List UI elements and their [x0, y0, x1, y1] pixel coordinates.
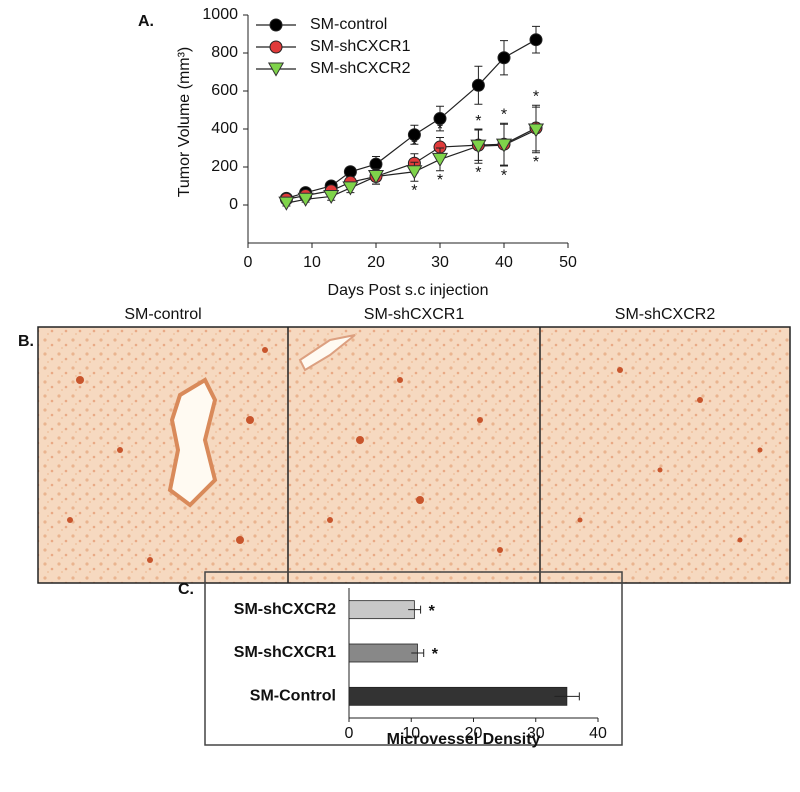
marker: [433, 112, 447, 126]
y-tick-label: SM-Control: [250, 688, 336, 705]
image-title: SM-control: [124, 306, 201, 323]
marker: [406, 165, 423, 180]
marker: [407, 128, 421, 142]
stain-spots: [67, 347, 763, 563]
legend-label: SM-shCXCR1: [310, 38, 411, 55]
series-line: [286, 39, 537, 199]
marker: [367, 170, 385, 185]
x-tick-label: 50: [559, 254, 577, 271]
marker: [471, 78, 485, 92]
y-tick-label: SM-shCXCR1: [234, 644, 336, 661]
marker: [342, 181, 359, 196]
x-tick-label: 30: [527, 725, 545, 742]
significance-mark: *: [475, 164, 481, 181]
y-tick-label: SM-shCXCR2: [234, 601, 336, 618]
significance-mark: *: [432, 646, 439, 663]
x-tick-label: 10: [402, 725, 420, 742]
x-axis-label: Days Post s.c injection: [328, 282, 489, 299]
image-title: SM-shCXCR1: [364, 306, 465, 323]
marker: [323, 189, 340, 205]
x-tick-label: 40: [589, 725, 607, 742]
x-tick-label: 0: [244, 254, 253, 271]
y-axis-label: Tumor Volume (mm³): [176, 47, 193, 198]
marker: [278, 196, 295, 211]
significance-mark: *: [411, 182, 417, 199]
significance-mark: *: [437, 172, 443, 189]
bar: [348, 600, 415, 620]
marker: [497, 51, 511, 65]
x-tick-label: 20: [367, 254, 385, 271]
y-tick-label: 800: [211, 44, 238, 61]
panel-label: A.: [138, 13, 154, 30]
error-bar: [554, 692, 580, 701]
legend-marker: [269, 18, 283, 32]
legend-marker: [267, 62, 285, 77]
vessel-lumen: [167, 377, 218, 508]
significance-mark: *: [533, 154, 539, 171]
x-tick-label: 40: [495, 254, 513, 271]
significance-mark: *: [533, 88, 539, 105]
legend-marker: [269, 40, 283, 54]
error-bar: [408, 605, 422, 614]
marker: [495, 138, 513, 153]
y-tick-label: 200: [211, 158, 238, 175]
marker: [297, 192, 314, 207]
significance-mark: *: [429, 603, 436, 620]
bar: [348, 643, 418, 663]
y-tick-label: 0: [229, 196, 238, 213]
x-axis-label: Microvessel Density: [387, 731, 541, 748]
significance-mark: *: [501, 107, 507, 124]
y-tick-label: 1000: [202, 6, 238, 23]
bar: [348, 686, 568, 706]
significance-mark: *: [411, 137, 417, 154]
image-title: SM-shCXCR2: [615, 306, 716, 323]
y-tick-label: 600: [211, 82, 238, 99]
legend-label: SM-shCXCR2: [310, 60, 411, 77]
images-panel: B. SM-control SM-shCXCR1 SM-shCXCR2: [18, 306, 791, 584]
error-bar: [411, 649, 425, 657]
legend-label: SM-control: [310, 16, 387, 33]
significance-mark: *: [437, 121, 443, 138]
y-tick-label: 400: [211, 120, 238, 137]
marker: [470, 139, 487, 154]
significance-mark: *: [501, 167, 507, 184]
vessel-lumen: [298, 334, 356, 372]
x-tick-label: 20: [465, 725, 483, 742]
marker: [527, 123, 545, 138]
x-tick-label: 0: [345, 725, 354, 742]
x-tick-label: 10: [303, 254, 321, 271]
image-frame: [37, 326, 791, 584]
x-tick-label: 30: [431, 254, 449, 271]
series-line: [286, 129, 537, 204]
panel-frame: [204, 571, 623, 746]
panel-label: B.: [18, 333, 34, 350]
significance-mark: *: [475, 113, 481, 130]
panel-label: C.: [178, 581, 194, 598]
marker: [369, 157, 383, 171]
series-line: [286, 127, 537, 200]
marker: [431, 152, 449, 168]
marker: [529, 33, 543, 47]
